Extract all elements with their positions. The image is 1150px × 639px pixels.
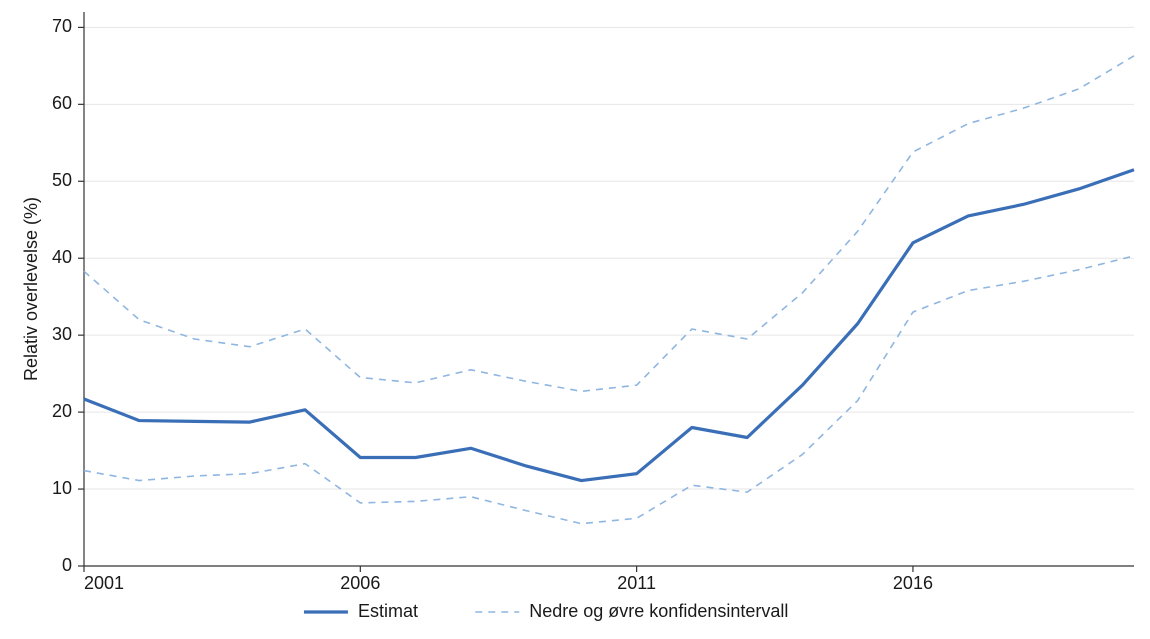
y-tick-label: 40 bbox=[52, 247, 72, 267]
y-tick-label: 20 bbox=[52, 401, 72, 421]
y-tick-label: 60 bbox=[52, 93, 72, 113]
y-tick-label: 70 bbox=[52, 16, 72, 36]
survival-chart: 0 10 20 30 40 50 60 70 2001 2006 2011 2016 Relativ o… bbox=[0, 0, 1150, 639]
y-tick-label: 0 bbox=[62, 555, 72, 575]
x-tick-label: 2006 bbox=[340, 573, 380, 593]
chart-background bbox=[0, 0, 1150, 639]
x-tick-label: 2016 bbox=[893, 573, 933, 593]
x-tick-label: 2001 bbox=[84, 573, 124, 593]
x-tick-label: 2011 bbox=[617, 573, 656, 593]
legend-label-ci: Nedre og øvre konfidensintervall bbox=[529, 601, 788, 621]
y-tick-label: 10 bbox=[52, 478, 72, 498]
y-tick-label: 30 bbox=[52, 324, 72, 344]
legend-label-estimate: Estimat bbox=[358, 601, 418, 621]
y-axis-title: Relativ overlevelse (%) bbox=[21, 197, 41, 381]
y-tick-label: 50 bbox=[52, 170, 72, 190]
